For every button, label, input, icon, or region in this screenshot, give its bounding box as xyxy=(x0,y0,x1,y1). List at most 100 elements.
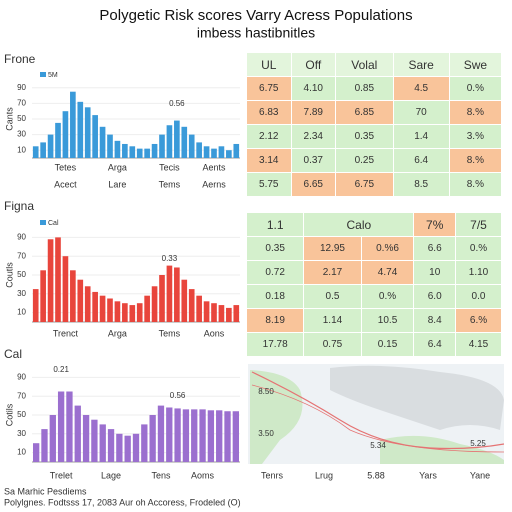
bar xyxy=(151,286,158,322)
bar xyxy=(181,126,188,158)
bar xyxy=(62,256,69,322)
x-tick-label: Aons xyxy=(204,328,225,338)
header-cell: 7/5 xyxy=(455,212,502,237)
table-cell: 6.0 xyxy=(413,284,457,309)
table-cell: 3.14 xyxy=(246,148,292,173)
bar xyxy=(211,303,217,322)
y-tick-label: 90 xyxy=(17,373,26,382)
bar xyxy=(166,265,173,322)
bar xyxy=(174,267,180,322)
y-axis-label: Cants xyxy=(4,107,14,131)
bar xyxy=(40,270,46,322)
table-cell: 17.78 xyxy=(245,332,305,357)
annotation: 0.56 xyxy=(169,99,185,108)
bar xyxy=(62,111,69,158)
annotation: 0.33 xyxy=(162,254,178,263)
legend-swatch xyxy=(40,72,46,77)
bar xyxy=(91,419,98,462)
bar xyxy=(207,410,215,462)
table-row: 6.75 4.10 0.85 4.5 0.% xyxy=(246,76,503,101)
table-cell: 2.34 xyxy=(290,124,337,149)
map-x-label: 5.88 xyxy=(367,470,385,480)
table-cell: 0.% xyxy=(455,236,502,261)
table-cell: 6.4 xyxy=(413,332,457,357)
x-tick-label: Tens xyxy=(151,470,171,480)
table-cell: 0.0 xyxy=(455,284,502,309)
y-axis-label: Cotils xyxy=(4,403,14,426)
map-x-label: Yane xyxy=(470,470,490,480)
bar xyxy=(159,275,165,322)
header-row: 1.1 Calo 7% 7/5 xyxy=(245,212,502,237)
table-cell: 4.5 xyxy=(392,76,450,101)
x-sublabel: Lare xyxy=(108,179,126,189)
bar xyxy=(84,286,91,322)
bar xyxy=(181,279,188,322)
table-cell: 5.75 xyxy=(246,172,292,197)
x-tick-label: Trenct xyxy=(53,328,79,338)
chart-title: Frone xyxy=(4,52,36,66)
header-cell: UL xyxy=(246,52,292,77)
bar xyxy=(124,435,131,462)
bar xyxy=(99,295,106,322)
header-cell: Calo xyxy=(303,212,415,237)
y-tick-label: 10 xyxy=(17,308,26,317)
bar xyxy=(191,409,198,462)
bar xyxy=(84,107,91,158)
table-cell: 4.10 xyxy=(290,76,337,101)
bar xyxy=(99,424,106,462)
bar xyxy=(55,237,61,322)
bar xyxy=(232,411,240,462)
table-cell: 70 xyxy=(392,100,450,125)
y-tick-label: 90 xyxy=(17,83,26,92)
table-cell: 0.75 xyxy=(303,332,362,357)
header-cell: 7% xyxy=(413,212,457,237)
table-cell: 0.85 xyxy=(335,76,394,101)
y-axis-label: Coutls xyxy=(4,262,14,288)
bar xyxy=(174,408,181,462)
bar xyxy=(132,433,140,462)
y-tick-label: 10 xyxy=(17,448,26,457)
y-tick-label: 30 xyxy=(17,289,26,298)
bar xyxy=(32,289,39,322)
table-cell: 0.18 xyxy=(245,284,305,309)
bar xyxy=(129,305,136,322)
x-tick-label: Arga xyxy=(108,328,127,338)
bar xyxy=(199,409,206,462)
bar xyxy=(224,411,231,462)
table: 1.1 Calo 7% 7/5 0.35 12.95 0.%6 6.6 0.% 0.72 2.17 4… xyxy=(245,212,502,357)
bar xyxy=(182,409,190,462)
map-label: 3.50 xyxy=(258,429,274,438)
x-tick-label: Aoms xyxy=(191,470,215,480)
table-cell: 6.83 xyxy=(246,100,292,125)
bar xyxy=(188,289,195,322)
table-cell: 0.5 xyxy=(303,284,362,309)
table-cell: 6.6 xyxy=(413,236,457,261)
table-cell: 0.35 xyxy=(245,236,305,261)
bar xyxy=(32,443,40,462)
header-cell: Volal xyxy=(335,52,394,77)
table-cell: 7.89 xyxy=(290,100,337,125)
chart-title: Figna xyxy=(4,199,34,213)
page-title: Polygetic Risk scores Varry Acress Popul… xyxy=(99,7,412,24)
bar xyxy=(157,405,165,462)
bar xyxy=(203,146,210,158)
table-cell: 4.74 xyxy=(360,260,415,285)
map-label: 5.34 xyxy=(370,441,386,450)
legend-label: 5M xyxy=(48,72,58,79)
bar xyxy=(92,291,98,322)
table-row: 2.12 2.34 0.35 1.4 3.% xyxy=(246,124,503,149)
bar xyxy=(136,303,143,322)
land xyxy=(330,365,504,430)
bar xyxy=(47,239,54,322)
table-cell: 0.15 xyxy=(360,332,415,357)
y-tick-label: 70 xyxy=(17,251,26,260)
table: UL Off Volal Sare Swe 6.75 4.10 0.85 4.5 0.% 6.83 7… xyxy=(246,52,503,197)
bar xyxy=(166,407,173,462)
bar xyxy=(82,415,90,462)
table-cell: 8.% xyxy=(448,100,503,125)
map-x-label: Lrug xyxy=(315,470,333,480)
x-tick-label: Aents xyxy=(202,162,226,172)
table-cell: 6.% xyxy=(455,308,502,333)
x-tick-label: Tecis xyxy=(159,162,180,172)
map-label: 8.50 xyxy=(258,387,274,396)
